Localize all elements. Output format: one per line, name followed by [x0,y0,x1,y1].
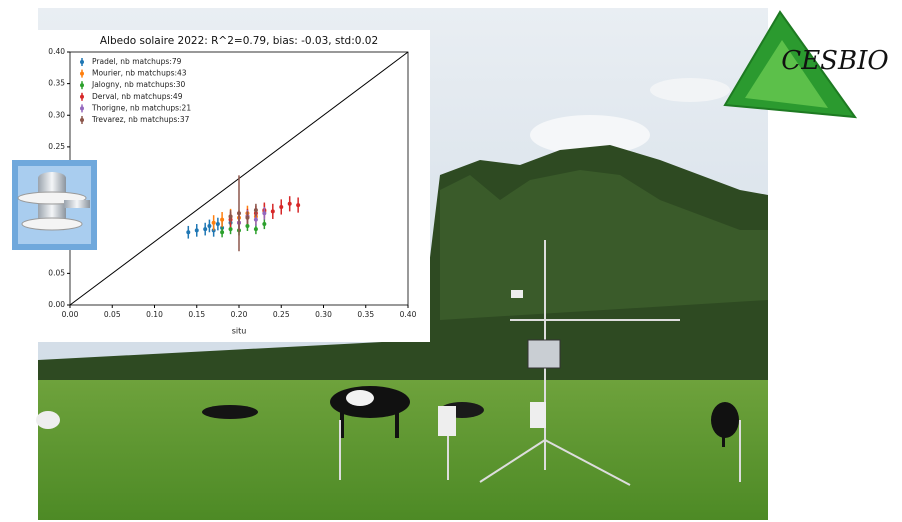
y-tick-label: 0.40 [48,47,65,56]
x-tick-label: 0.15 [188,310,205,319]
legend-dot [80,72,84,76]
logo-text: CESBIO [781,46,888,76]
x-tick-label: 0.20 [231,310,248,319]
x-tick-label: 0.00 [62,310,79,319]
point [195,228,199,232]
legend-label: Trevarez, nb matchups:37 [91,115,190,124]
legend-dot [80,95,84,99]
point [212,221,216,225]
point [279,205,283,209]
legend-label: Jalogny, nb matchups:30 [91,80,186,89]
legend-dot [80,118,84,122]
x-tick-label: 0.30 [315,310,332,319]
x-tick-label: 0.35 [357,310,374,319]
point [229,214,233,218]
point [254,208,258,212]
legend-label: Pradel, nb matchups:79 [92,57,182,66]
slide: CESBIO Albedo solaire 2022: R^2=0.79, bi… [0,0,902,522]
x-tick-label: 0.05 [104,310,121,319]
legend-dot [80,106,84,110]
legend-label: Derval, nb matchups:49 [92,92,183,101]
x-axis-label: situ [232,327,247,336]
point [216,222,220,226]
point [262,222,266,226]
sensor-icon [12,160,97,250]
y-tick-label: 0.25 [48,142,65,151]
y-tick-label: 0.30 [48,110,65,119]
chart-title: Albedo solaire 2022: R^2=0.79, bias: -0.… [100,35,378,47]
point [245,224,249,228]
y-tick-label: 0.35 [48,79,65,88]
legend-label: Mourier, nb matchups:43 [92,69,187,78]
legend-label: Thorigne, nb matchups:21 [91,103,191,112]
point [186,230,190,234]
point [237,211,241,215]
x-tick-label: 0.10 [146,310,163,319]
y-tick-label: 0.05 [48,268,65,277]
point [220,230,224,234]
point [288,202,292,206]
y-tick-label: 0.00 [48,300,65,309]
legend-dot [80,83,84,87]
point [296,203,300,207]
legend-dot [80,60,84,64]
x-tick-label: 0.25 [273,310,290,319]
point [229,227,233,231]
point [254,218,258,222]
point [262,211,266,215]
point [254,227,258,231]
point [245,216,249,220]
x-tick-label: 0.40 [400,310,417,319]
point [203,227,207,231]
point [271,209,275,213]
point [207,224,211,228]
point [220,218,224,222]
